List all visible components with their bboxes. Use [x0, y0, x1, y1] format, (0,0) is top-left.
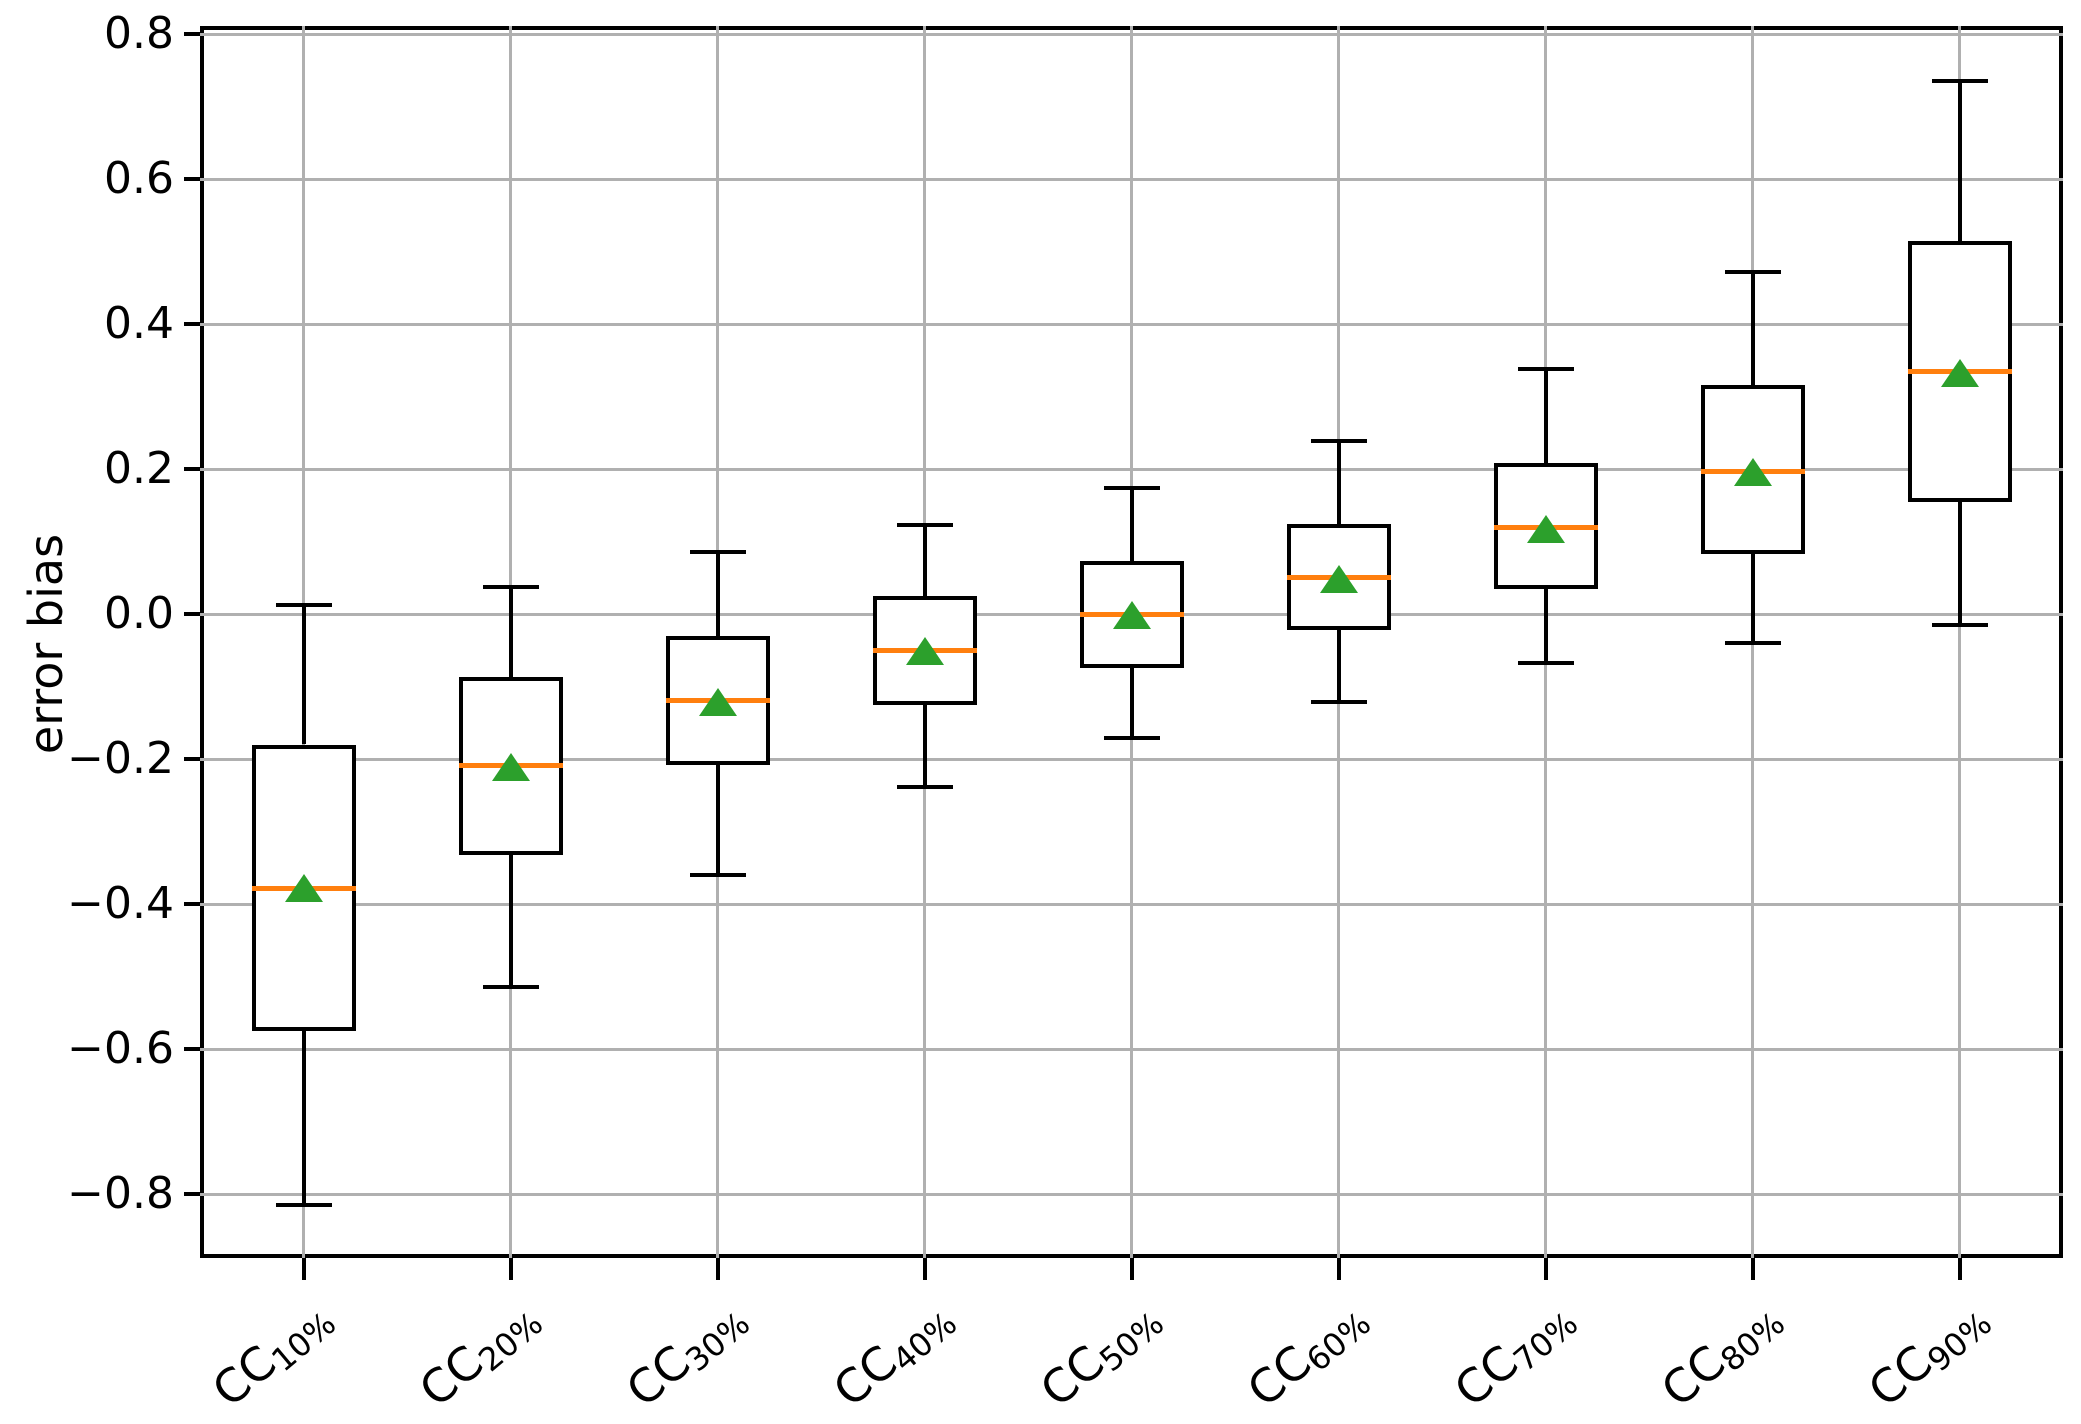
- y-axis-tick: [184, 467, 200, 471]
- upper-whisker: [715, 552, 720, 636]
- x-axis-tick: [1129, 1258, 1134, 1280]
- lower-whisker: [1957, 501, 1962, 625]
- x-axis-tick: [922, 1258, 927, 1280]
- lower-whisker-cap: [689, 873, 746, 877]
- upper-whisker: [1129, 487, 1134, 562]
- x-tick-label-text: CC80%: [1651, 1292, 1792, 1418]
- x-tick-label: CC30%: [587, 1292, 757, 1417]
- y-tick-label: −0.6: [67, 1023, 174, 1074]
- y-tick-label: 0.4: [104, 298, 174, 349]
- lower-whisker-cap: [1517, 661, 1574, 666]
- upper-whisker-cap: [689, 550, 746, 555]
- x-tick-label-text: CC20%: [409, 1292, 550, 1418]
- upper-whisker-cap: [482, 585, 539, 590]
- x-tick-label-text: CC40%: [823, 1292, 964, 1418]
- y-tick-label: 0.0: [104, 588, 174, 639]
- lower-whisker-cap: [1103, 735, 1160, 740]
- x-axis-tick: [1336, 1258, 1341, 1280]
- mean-marker-icon: [1940, 359, 1979, 388]
- x-axis-tick: [508, 1258, 513, 1280]
- y-axis-label: error bias: [19, 533, 73, 755]
- upper-whisker: [1543, 368, 1548, 464]
- lower-whisker: [1129, 668, 1134, 738]
- upper-whisker-cap: [275, 603, 332, 608]
- lower-whisker: [301, 1030, 306, 1205]
- y-tick-label: 0.2: [104, 443, 174, 494]
- upper-whisker: [1957, 81, 1962, 242]
- y-tick-label: −0.2: [67, 733, 174, 784]
- x-axis-tick: [715, 1258, 720, 1280]
- y-axis-tick: [184, 1192, 200, 1196]
- lower-whisker: [1543, 589, 1548, 664]
- mean-marker-icon: [905, 636, 944, 665]
- y-tick-label: −0.8: [67, 1168, 174, 1219]
- upper-whisker: [922, 524, 927, 596]
- x-axis-tick: [1750, 1258, 1755, 1280]
- lower-whisker: [1336, 629, 1341, 702]
- x-tick-label: CC90%: [1829, 1292, 1999, 1417]
- y-tick-label: −0.4: [67, 878, 174, 929]
- lower-whisker-cap: [1310, 699, 1367, 704]
- upper-whisker-cap: [1517, 366, 1574, 371]
- upper-whisker-cap: [1724, 269, 1781, 274]
- lower-whisker: [1750, 553, 1755, 643]
- mean-marker-icon: [698, 688, 737, 717]
- mean-marker-icon: [491, 752, 530, 781]
- upper-whisker: [1750, 271, 1755, 385]
- lower-whisker-cap: [482, 985, 539, 990]
- x-tick-label: CC10%: [173, 1292, 343, 1417]
- mean-marker-icon: [1319, 565, 1358, 594]
- lower-whisker-cap: [1931, 622, 1988, 627]
- x-tick-label: CC20%: [380, 1292, 550, 1417]
- mean-marker-icon: [1733, 457, 1772, 486]
- upper-whisker-cap: [896, 522, 953, 527]
- mean-marker-icon: [1526, 515, 1565, 544]
- y-axis-tick: [184, 1047, 200, 1051]
- lower-whisker: [922, 705, 927, 788]
- x-axis-tick: [301, 1258, 306, 1280]
- x-tick-label: CC70%: [1415, 1292, 1585, 1417]
- y-axis-tick: [184, 322, 200, 326]
- mean-marker-icon: [284, 874, 323, 903]
- lower-whisker-cap: [896, 785, 953, 790]
- y-axis-tick: [184, 757, 200, 761]
- y-axis-tick: [184, 902, 200, 906]
- x-tick-label-text: CC30%: [616, 1292, 757, 1418]
- upper-whisker: [508, 587, 513, 678]
- x-tick-label: CC40%: [794, 1292, 964, 1417]
- x-tick-label-text: CC50%: [1030, 1292, 1171, 1418]
- upper-whisker-cap: [1310, 438, 1367, 443]
- y-axis-tick: [184, 177, 200, 181]
- y-tick-label: 0.6: [104, 153, 174, 204]
- upper-whisker-cap: [1103, 485, 1160, 490]
- upper-whisker-cap: [1931, 79, 1988, 84]
- lower-whisker-cap: [1724, 641, 1781, 645]
- x-tick-label: CC50%: [1001, 1292, 1171, 1417]
- lower-whisker: [715, 764, 720, 875]
- x-tick-label-text: CC10%: [202, 1292, 343, 1418]
- mean-marker-icon: [1112, 601, 1151, 630]
- x-tick-label: CC80%: [1622, 1292, 1792, 1417]
- x-tick-label-text: CC90%: [1858, 1292, 1999, 1418]
- upper-whisker: [1336, 440, 1341, 525]
- gridline-vertical: [1958, 26, 1961, 1258]
- lower-whisker-cap: [275, 1202, 332, 1207]
- x-tick-label-text: CC70%: [1444, 1292, 1585, 1418]
- x-tick-label-text: CC60%: [1237, 1292, 1378, 1418]
- upper-whisker: [301, 605, 306, 745]
- y-tick-label: 0.8: [104, 8, 174, 59]
- x-tick-label: CC60%: [1208, 1292, 1378, 1417]
- x-axis-tick: [1543, 1258, 1548, 1280]
- lower-whisker: [508, 854, 513, 988]
- y-axis-tick: [184, 32, 200, 36]
- y-axis-tick: [184, 612, 200, 616]
- x-axis-tick: [1957, 1258, 1962, 1280]
